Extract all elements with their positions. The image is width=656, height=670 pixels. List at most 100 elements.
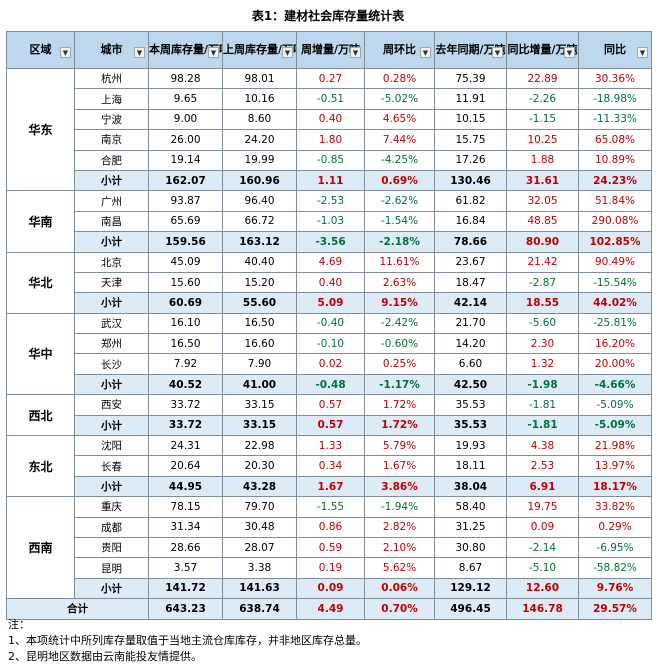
filter-dropdown-icon[interactable]: ▼ [564, 47, 575, 58]
cell-this-week: 7.92 [148, 353, 223, 375]
cell-yoy-change: 19.75 [506, 496, 579, 518]
cell-last-year: 129.12 [434, 577, 507, 600]
cell-last-year: 35.53 [434, 394, 507, 416]
table-row: 昆明 3.57 3.38 0.19 5.62% 8.67 -5.10 -58.82% [7, 557, 652, 579]
cell-city: 南京 [74, 129, 149, 151]
cell-yoy-change: -1.81 [506, 394, 579, 416]
cell-this-week: 162.07 [148, 169, 223, 192]
cell-yoy: 13.97% [578, 455, 652, 477]
cell-yoy-change: 146.78 [506, 598, 579, 620]
cell-this-week: 159.56 [148, 231, 223, 253]
cell-last-week: 638.74 [222, 598, 297, 620]
subtotal-row: 小计 33.72 33.15 0.57 1.72% 35.53 -1.81 -5.09% [7, 414, 652, 437]
cell-last-week: 163.12 [222, 231, 297, 253]
cell-yoy-change: 0.09 [506, 516, 579, 538]
cell-week-ratio: 3.86% [364, 475, 435, 498]
cell-this-week: 9.00 [148, 108, 223, 131]
table-row: 贵阳 28.66 28.07 0.59 2.10% 30.80 -2.14 -6.95% [7, 536, 652, 559]
cell-last-week: 55.60 [222, 292, 297, 314]
cell-week-ratio: 0.28% [364, 67, 435, 90]
cell-city: 郑州 [74, 333, 149, 355]
table-row: 上海 9.65 10.16 -0.51 -5.02% 11.91 -2.26 -18.98% [7, 88, 652, 110]
cell-yoy: 90.49% [578, 251, 652, 273]
cell-this-week: 31.34 [148, 516, 223, 538]
cell-week-ratio: 0.25% [364, 353, 435, 375]
cell-last-year: 38.04 [434, 475, 507, 498]
cell-yoy-change: 22.89 [506, 67, 579, 90]
cell-week-change: 1.11 [296, 169, 365, 192]
header-week-change: 周增量/万吨 ▼ [296, 31, 365, 69]
table-row: 华东 杭州 98.28 98.01 0.27 0.28% 75.39 22.89 30.36% [6, 67, 652, 192]
cell-city: 西安 [74, 394, 149, 416]
cell-week-ratio: 1.72% [364, 394, 435, 416]
subtotal-row: 小计 159.56 163.12 -3.56 -2.18% 78.66 80.90 102.8… [7, 231, 652, 253]
region-cell: 西北 [6, 394, 75, 437]
cell-last-year: 23.67 [434, 251, 507, 273]
cell-yoy-change: 48.85 [506, 210, 579, 233]
cell-city: 昆明 [74, 557, 149, 579]
cell-last-year: 8.67 [434, 557, 507, 579]
filter-dropdown-icon[interactable]: ▼ [282, 47, 293, 58]
table-row: 南京 26.00 24.20 1.80 7.44% 15.75 10.25 65.08% [7, 129, 652, 151]
note-item: 2、昆明地区数据由云南能投友情提供。 [8, 650, 202, 663]
cell-yoy-change: -1.15 [506, 108, 579, 131]
cell-this-week: 93.87 [148, 190, 223, 212]
filter-dropdown-icon[interactable]: ▼ [492, 47, 503, 58]
cell-yoy-change: 2.53 [506, 455, 579, 477]
cell-week-ratio: 5.62% [364, 557, 435, 579]
table-row: 成都 31.34 30.48 0.86 2.82% 31.25 0.09 0.29% [7, 516, 652, 538]
cell-this-week: 65.69 [148, 210, 223, 233]
cell-week-ratio: -5.02% [364, 88, 435, 110]
cell-yoy: -18.98% [578, 88, 652, 110]
cell-city: 合肥 [74, 149, 149, 171]
cell-this-week: 3.57 [148, 557, 223, 579]
filter-dropdown-icon[interactable]: ▼ [420, 47, 431, 58]
cell-last-week: 141.63 [222, 577, 297, 600]
cell-week-change: -0.48 [296, 373, 365, 396]
header-label: 上周库存量/万吨 [223, 43, 297, 56]
filter-dropdown-icon[interactable]: ▼ [637, 47, 648, 58]
header-label: 同比增量/万吨 [507, 43, 578, 56]
filter-dropdown-icon[interactable]: ▼ [60, 47, 71, 58]
subtotal-row: 小计 44.95 43.28 1.67 3.86% 38.04 6.91 18.17% [7, 475, 652, 498]
cell-week-change: 0.86 [296, 516, 365, 538]
cell-this-week: 44.95 [148, 475, 223, 498]
cell-yoy-change: 1.88 [506, 149, 579, 171]
table-row: 东北 沈阳 24.31 22.98 1.33 5.79% 19.93 4.38 21.98% [6, 435, 652, 498]
cell-yoy: -5.09% [578, 394, 652, 416]
filter-dropdown-icon[interactable]: ▼ [134, 47, 145, 58]
cell-city: 贵阳 [74, 536, 149, 559]
cell-last-week: 28.07 [222, 536, 297, 559]
table-title: 表1：建材社会库存量统计表 [251, 9, 405, 23]
cell-city: 长沙 [74, 353, 149, 375]
cell-last-week: 16.50 [222, 312, 297, 335]
filter-dropdown-icon[interactable]: ▼ [208, 47, 219, 58]
region-cell: 华南 [6, 190, 75, 253]
cell-last-year: 75.39 [434, 67, 507, 90]
cell-city: 长春 [74, 455, 149, 477]
cell-last-year: 30.80 [434, 536, 507, 559]
cell-yoy-change: 4.38 [506, 435, 579, 457]
cell-last-year: 19.93 [434, 435, 507, 457]
filter-dropdown-icon[interactable]: ▼ [350, 47, 361, 58]
cell-yoy-change: 12.60 [506, 577, 579, 600]
cell-last-year: 16.84 [434, 210, 507, 233]
region-cell: 华东 [6, 67, 75, 192]
cell-week-change: 0.09 [296, 577, 365, 600]
cell-yoy-change: -2.26 [506, 88, 579, 110]
cell-last-year: 11.91 [434, 88, 507, 110]
cell-this-week: 45.09 [148, 251, 223, 273]
cell-yoy-change: 21.42 [506, 251, 579, 273]
cell-this-week: 16.10 [148, 312, 223, 335]
cell-week-ratio: 1.67% [364, 455, 435, 477]
table-row: 郑州 16.50 16.60 -0.10 -0.60% 14.20 2.30 16.20% [7, 333, 652, 355]
cell-week-change: -1.55 [296, 496, 365, 518]
cell-last-week: 33.15 [222, 414, 297, 437]
header-this-week: 本周库存量/万吨 ▼ [148, 31, 223, 69]
cell-yoy-change: 32.05 [506, 190, 579, 212]
table-body: 华东 杭州 98.28 98.01 0.27 0.28% 75.39 22.89 30.36% 上… [6, 67, 652, 620]
cell-yoy: -15.54% [578, 271, 652, 294]
cell-yoy: -25.81% [578, 312, 652, 335]
cell-yoy-change: -1.81 [506, 414, 579, 437]
cell-this-week: 20.64 [148, 455, 223, 477]
